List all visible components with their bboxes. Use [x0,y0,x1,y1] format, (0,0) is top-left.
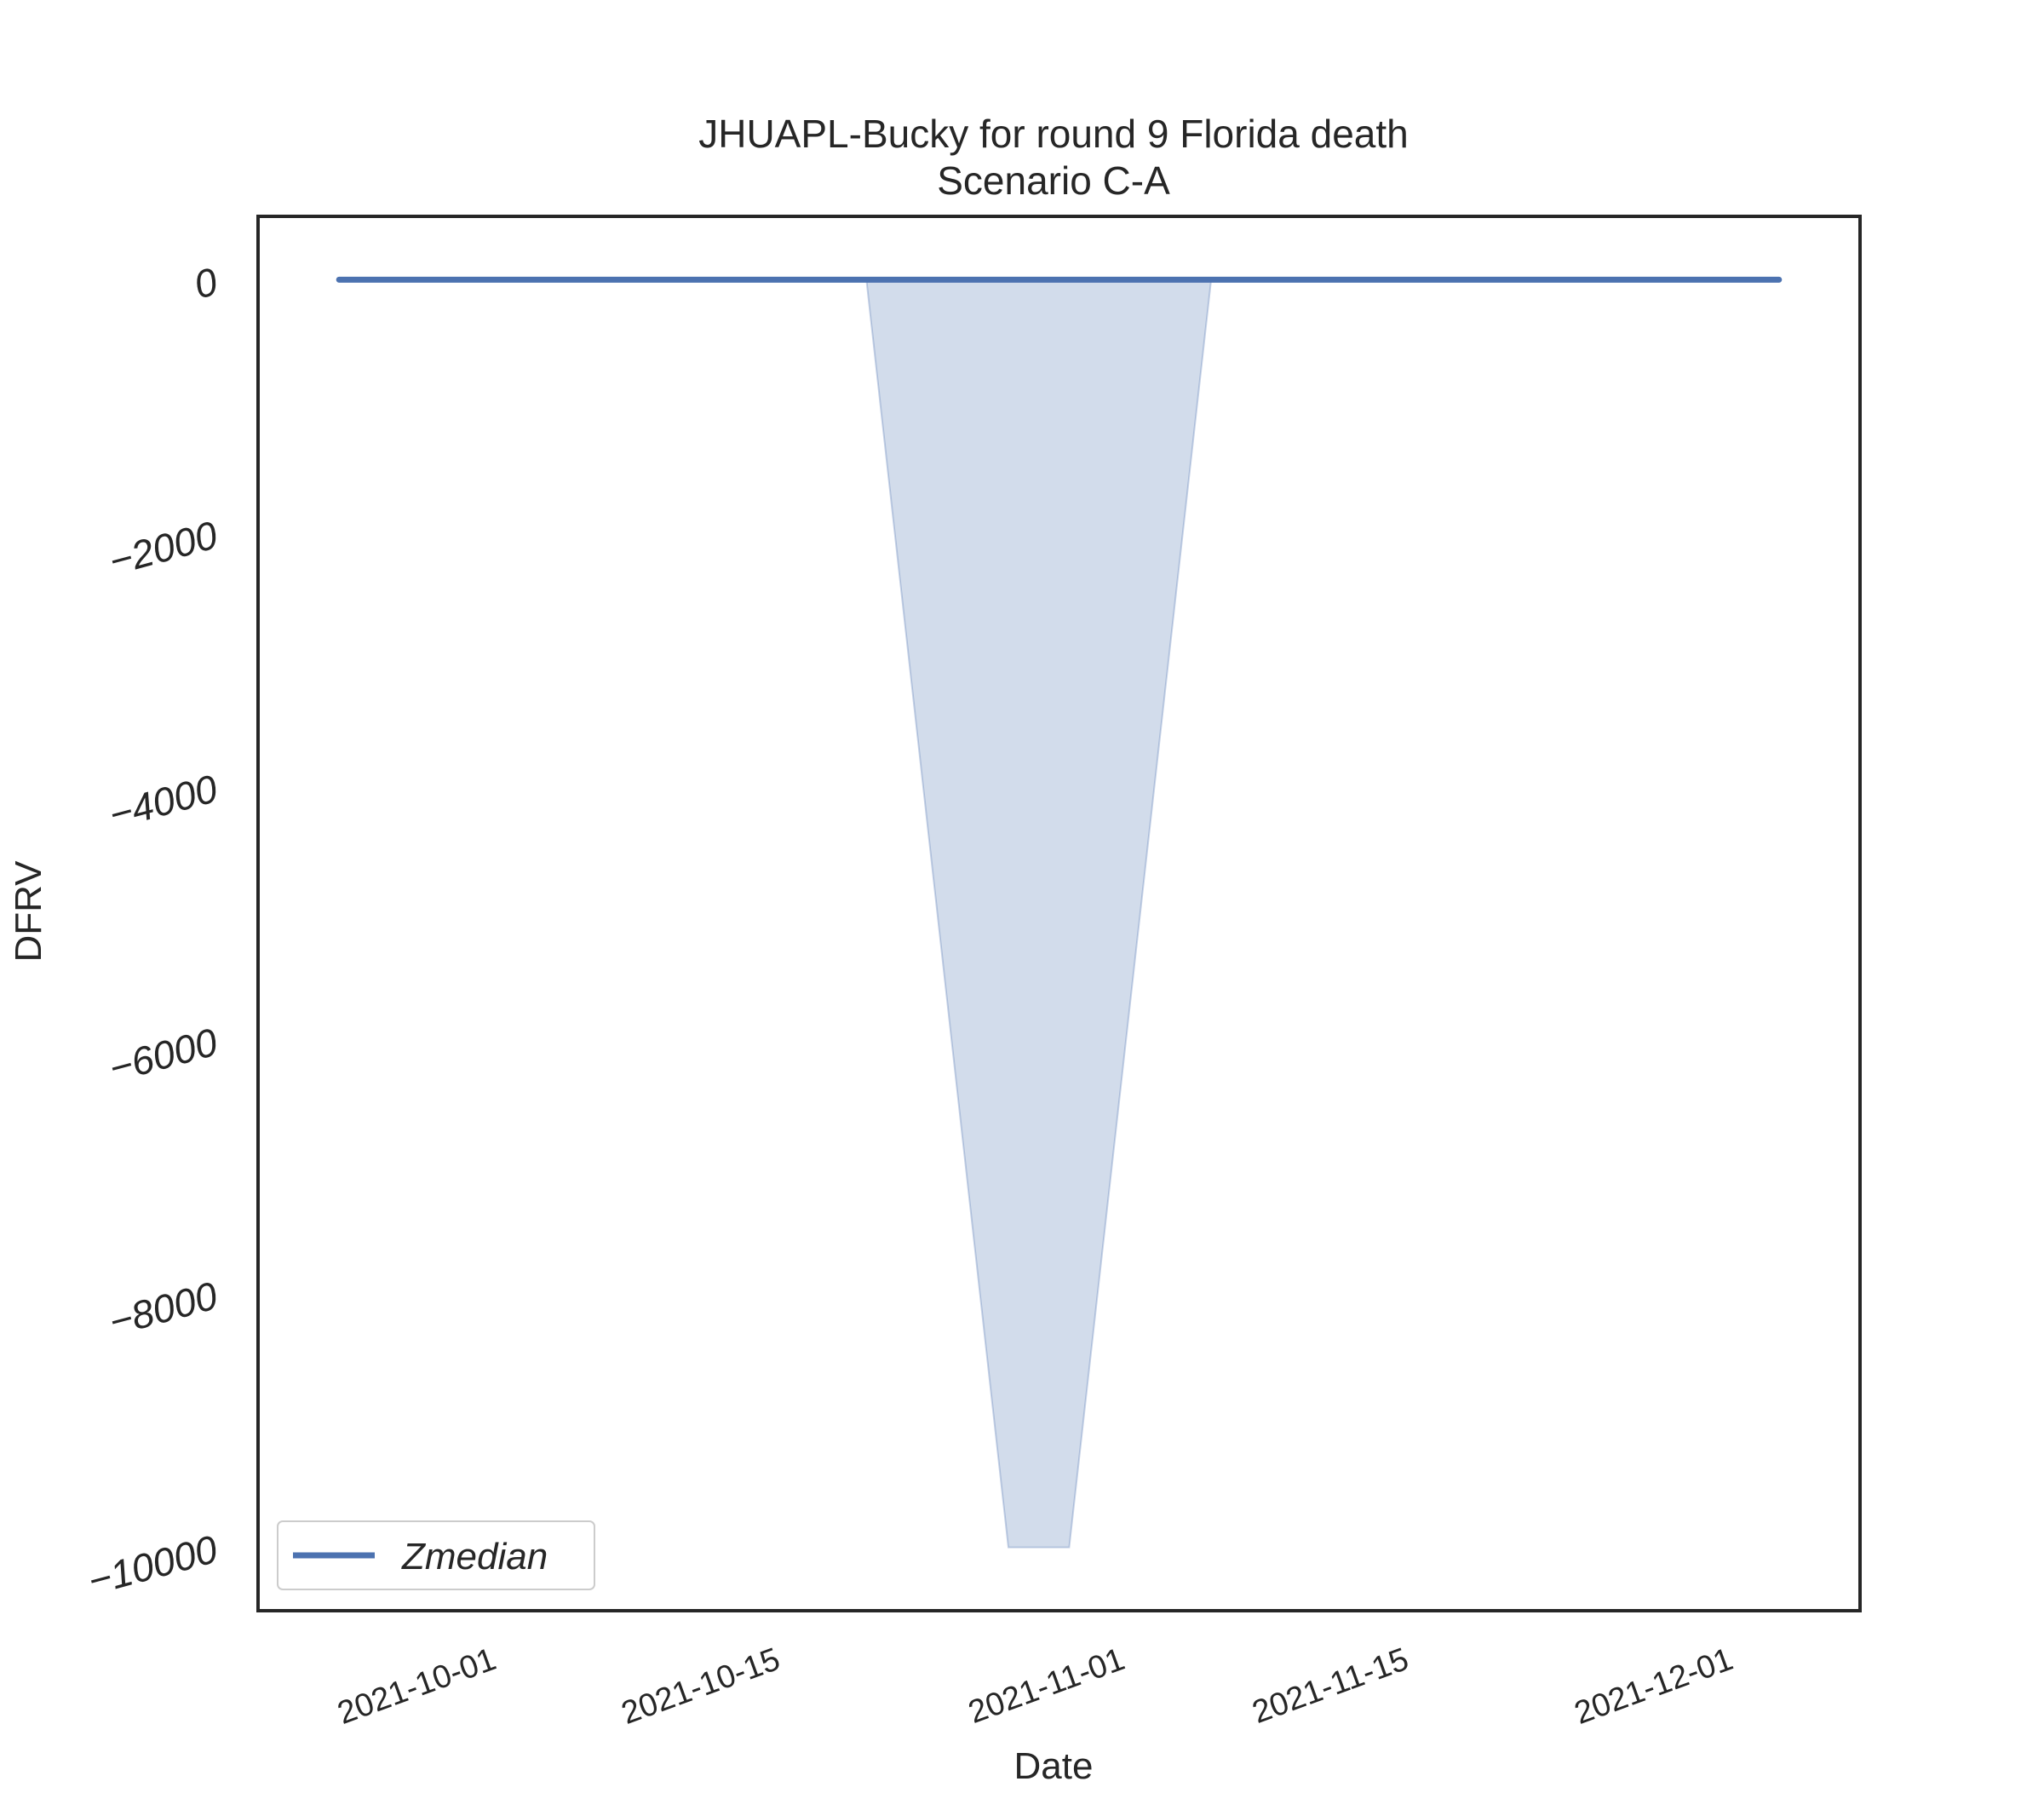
y-tick-label: −4000 [104,766,222,837]
x-tick-label: 2021-11-15 [1248,1641,1413,1731]
legend-label: Zmedian [401,1536,548,1577]
x-axis-label: Date [1014,1745,1094,1787]
y-tick-label: −6000 [104,1020,222,1091]
plot-frame [256,215,1862,1612]
x-tick-label: 2021-12-01 [1570,1641,1737,1732]
legend-box [277,1520,595,1590]
x-tick-label: 2021-10-15 [617,1641,784,1732]
y-axis-label: DFRV [8,860,49,963]
y-tick-label: −10000 [83,1526,222,1603]
chart-subtitle: Scenario C-A [937,158,1170,203]
plot-area: 0 −2000 −4000 −6000 −8000 −10000 2021-10-01 202… [83,215,1862,1732]
y-tick-label: 0 [189,259,222,307]
chart-title: JHUAPL-Bucky for round 9 Florida death [698,112,1409,156]
x-tick-label: 2021-11-01 [964,1641,1129,1731]
band-area [865,279,1213,1549]
x-tick-label: 2021-10-01 [333,1641,501,1732]
y-tick-label: −8000 [104,1273,222,1344]
y-tick-label: −2000 [104,512,222,583]
